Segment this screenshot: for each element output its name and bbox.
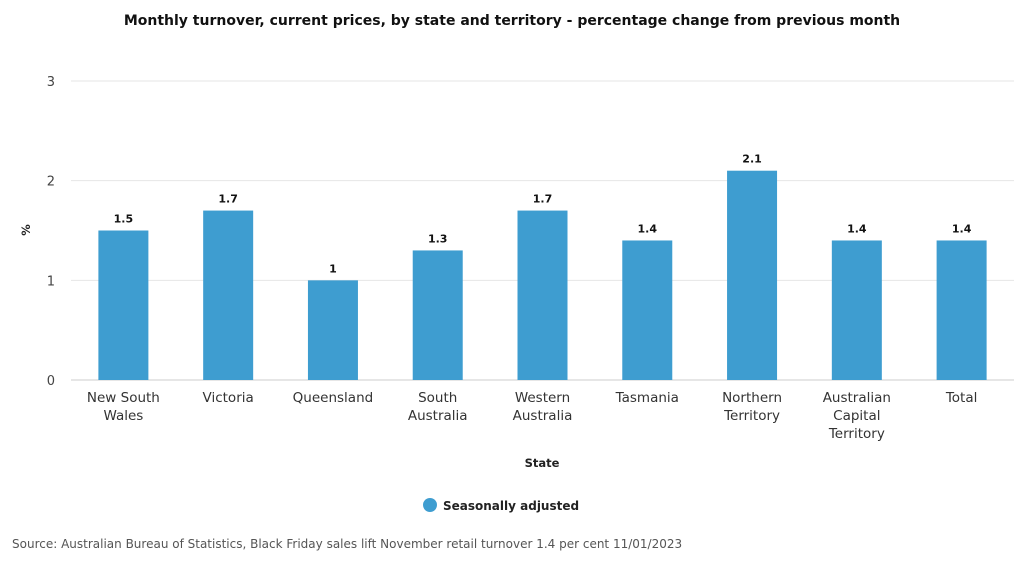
data-label: 1.7 [218, 193, 238, 206]
x-category-label: Western Australia [513, 390, 573, 424]
data-label: 1.5 [114, 213, 134, 226]
x-category-label: Northern Territory [722, 390, 782, 424]
legend[interactable]: Seasonally adjusted [423, 498, 579, 513]
x-category-line: Victoria [203, 390, 254, 406]
data-label: 1.4 [638, 222, 658, 235]
data-label: 1.3 [428, 232, 448, 245]
bar-new-south-wales[interactable] [98, 230, 149, 381]
data-label: 1.4 [847, 222, 867, 235]
x-category-label: Australian Capital Territory [823, 390, 891, 442]
x-category-line: Australia [408, 408, 468, 424]
x-category-line: New South [87, 390, 160, 406]
x-category-label: Victoria [203, 390, 254, 406]
data-label: 1 [329, 262, 337, 275]
bar-south-australia[interactable] [412, 250, 463, 380]
x-category-line: Total [945, 390, 978, 406]
x-category-line: Capital [833, 408, 880, 424]
bar-queensland[interactable] [307, 280, 358, 380]
source-note: Source: Australian Bureau of Statistics,… [12, 537, 682, 551]
y-tick-label: 1 [47, 274, 55, 289]
y-tick-label: 2 [47, 175, 55, 190]
x-category-line: Australian [823, 390, 891, 406]
x-category-line: Wales [103, 408, 143, 424]
x-category-line: South [418, 390, 457, 406]
bar-victoria[interactable] [203, 210, 254, 380]
bar-western-australia[interactable] [517, 210, 568, 380]
data-label: 1.7 [533, 193, 553, 206]
x-axis-categories: New South Wales Victoria Queensland South Aus… [87, 390, 977, 442]
y-axis-ticks: 0 1 2 3 [47, 75, 55, 389]
bar-australian-capital-territory[interactable] [831, 240, 882, 380]
x-category-line: Western [515, 390, 570, 406]
x-category-line: Territory [828, 426, 885, 442]
y-tick-label: 3 [47, 75, 55, 90]
bar-northern-territory[interactable] [727, 170, 778, 380]
x-category-line: Australia [513, 408, 573, 424]
x-category-line: Northern [722, 390, 782, 406]
legend-label-seasonally-adjusted[interactable]: Seasonally adjusted [443, 499, 579, 513]
x-category-line: Territory [723, 408, 780, 424]
y-tick-label: 0 [47, 374, 55, 389]
x-category-line: Tasmania [615, 390, 679, 406]
bar-total[interactable] [936, 240, 987, 380]
x-category-label: South Australia [408, 390, 468, 424]
chart-title: Monthly turnover, current prices, by sta… [124, 13, 900, 29]
x-category-label: Queensland [293, 390, 374, 406]
legend-marker-seasonally-adjusted[interactable] [423, 498, 437, 512]
x-category-label: Tasmania [615, 390, 679, 406]
bar-tasmania[interactable] [622, 240, 673, 380]
x-category-label: Total [945, 390, 978, 406]
x-category-line: Queensland [293, 390, 374, 406]
bars [98, 170, 987, 381]
data-label: 2.1 [742, 153, 762, 166]
data-label: 1.4 [952, 222, 972, 235]
x-category-label: New South Wales [87, 390, 160, 424]
y-axis-title: % [19, 224, 33, 236]
x-axis-title: State [525, 456, 560, 470]
data-labels: 1.5 1.7 1 1.3 1.7 1.4 2.1 1.4 1.4 [114, 153, 972, 276]
